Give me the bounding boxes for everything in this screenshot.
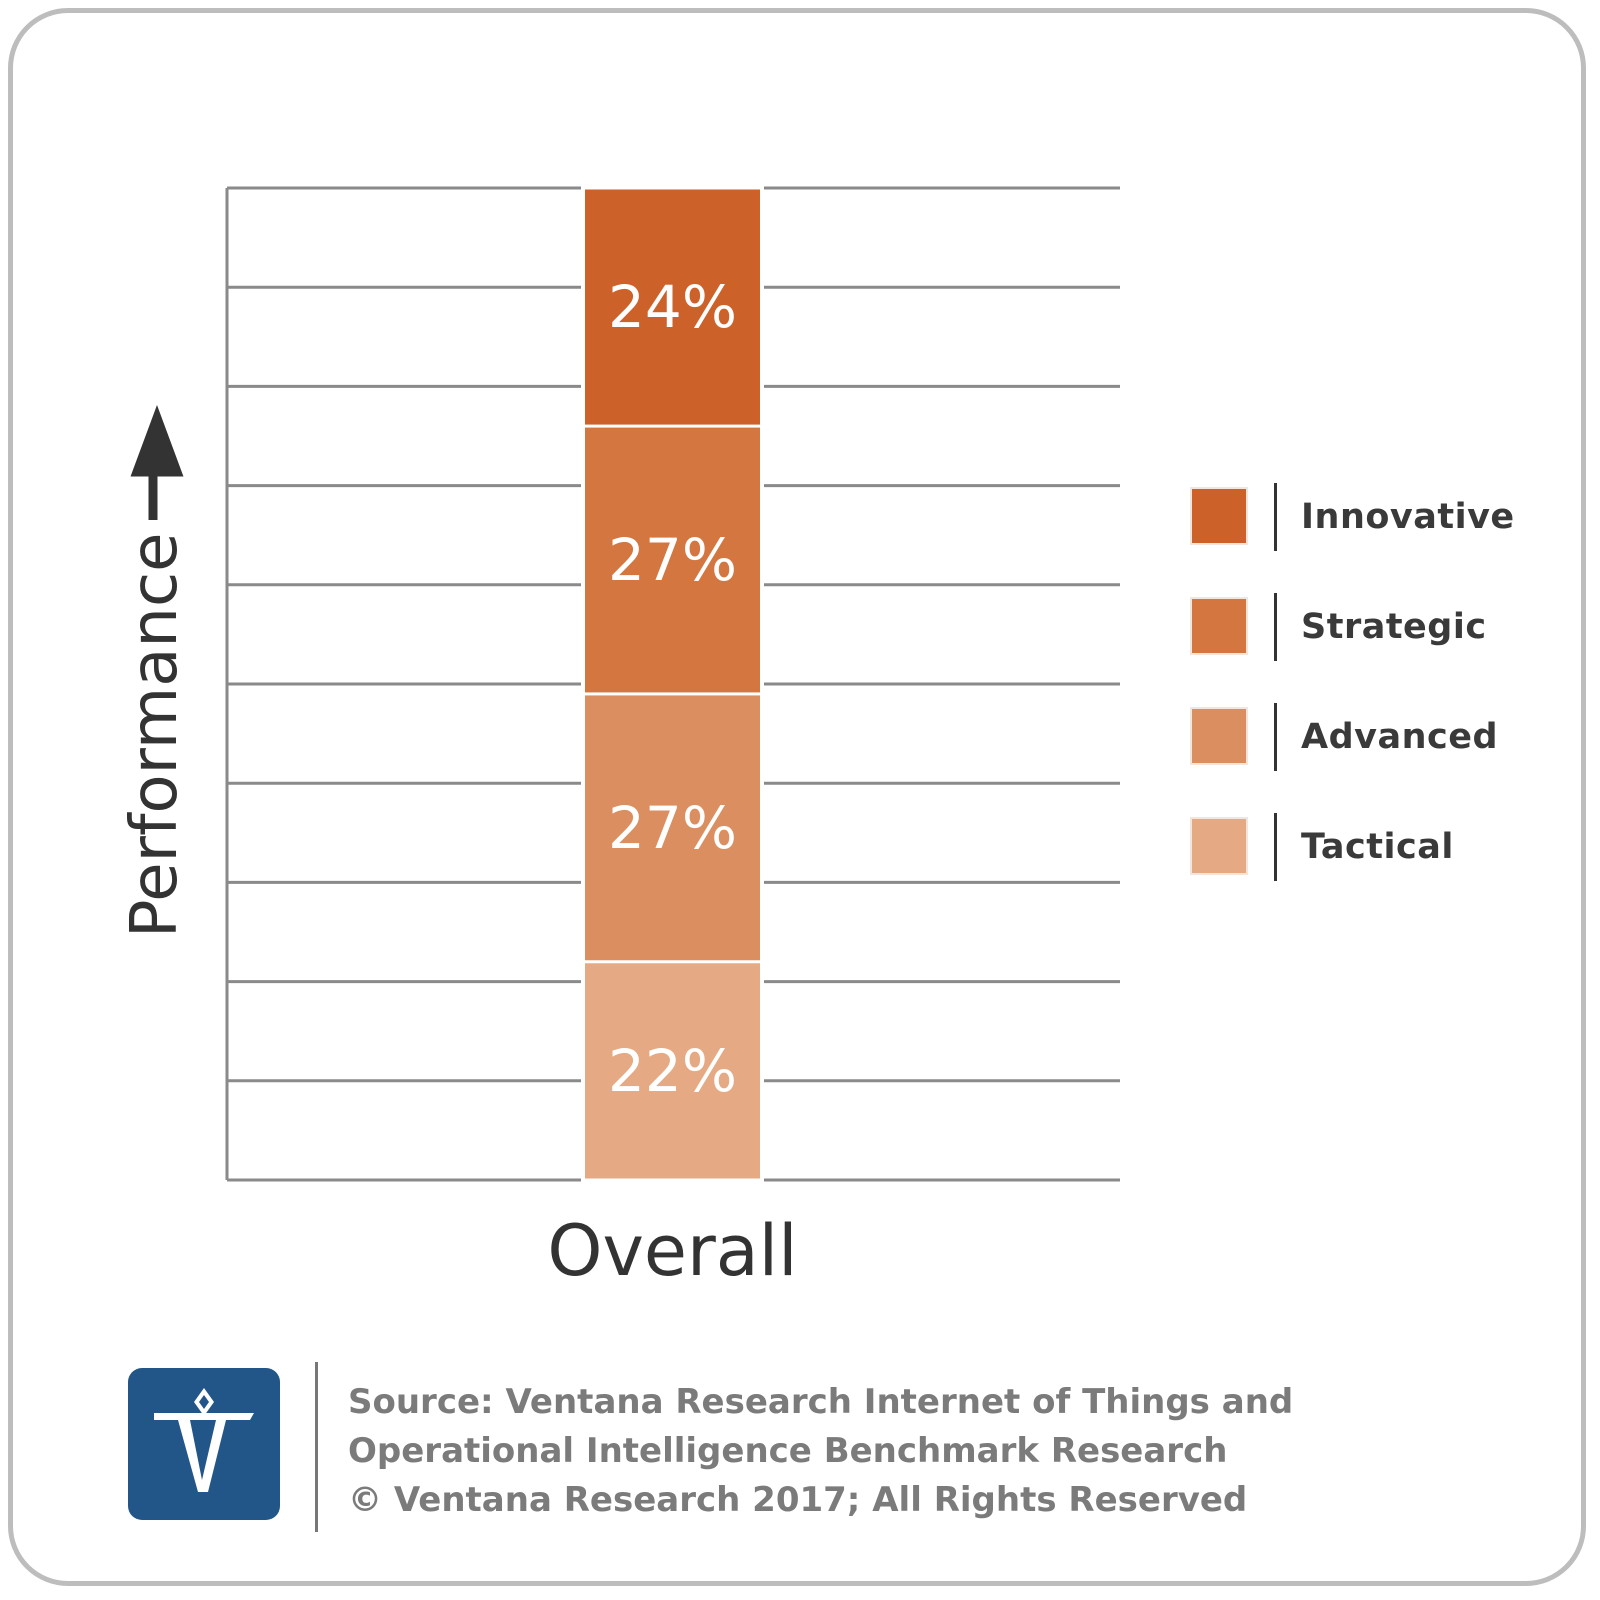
bar-segment-strategic <box>585 427 760 693</box>
legend-separator <box>1274 703 1277 771</box>
ventana-logo-icon <box>128 1368 280 1520</box>
bar-segment-tactical <box>585 963 760 1179</box>
legend-swatch-advanced <box>1190 707 1248 765</box>
footer-source: Source: Ventana Research Internet of Thi… <box>348 1378 1293 1525</box>
arrow-up-icon <box>130 405 184 520</box>
legend-label-tactical: Tactical <box>1301 827 1454 867</box>
ventana-logo-glyph <box>154 1388 254 1492</box>
chart-frame <box>8 8 1586 1586</box>
legend-separator <box>1274 483 1277 551</box>
legend-swatch-innovative <box>1190 487 1248 545</box>
legend-swatch-tactical <box>1190 817 1248 875</box>
legend-swatch-strategic <box>1190 597 1248 655</box>
bar-segment-innovative <box>585 189 760 425</box>
data-label-tactical: 22% <box>608 1037 737 1105</box>
data-label-strategic: 27% <box>608 526 737 594</box>
data-label-advanced: 27% <box>608 794 737 862</box>
y-axis-label: Performance <box>118 532 192 938</box>
legend-label-strategic: Strategic <box>1301 607 1487 647</box>
footer-divider <box>315 1362 318 1532</box>
legend-label-innovative: Innovative <box>1301 497 1515 537</box>
footer-line: Source: Ventana Research Internet of Thi… <box>348 1382 1294 1422</box>
footer-line: © Ventana Research 2017; All Rights Rese… <box>348 1480 1248 1520</box>
bar-segment-advanced <box>585 695 760 961</box>
legend-label-advanced: Advanced <box>1301 717 1499 757</box>
legend-separator <box>1274 813 1277 881</box>
x-tick-label: Overall <box>547 1210 797 1292</box>
legend-separator <box>1274 593 1277 661</box>
footer-line: Operational Intelligence Benchmark Resea… <box>348 1431 1228 1471</box>
data-label-innovative: 24% <box>608 273 737 341</box>
